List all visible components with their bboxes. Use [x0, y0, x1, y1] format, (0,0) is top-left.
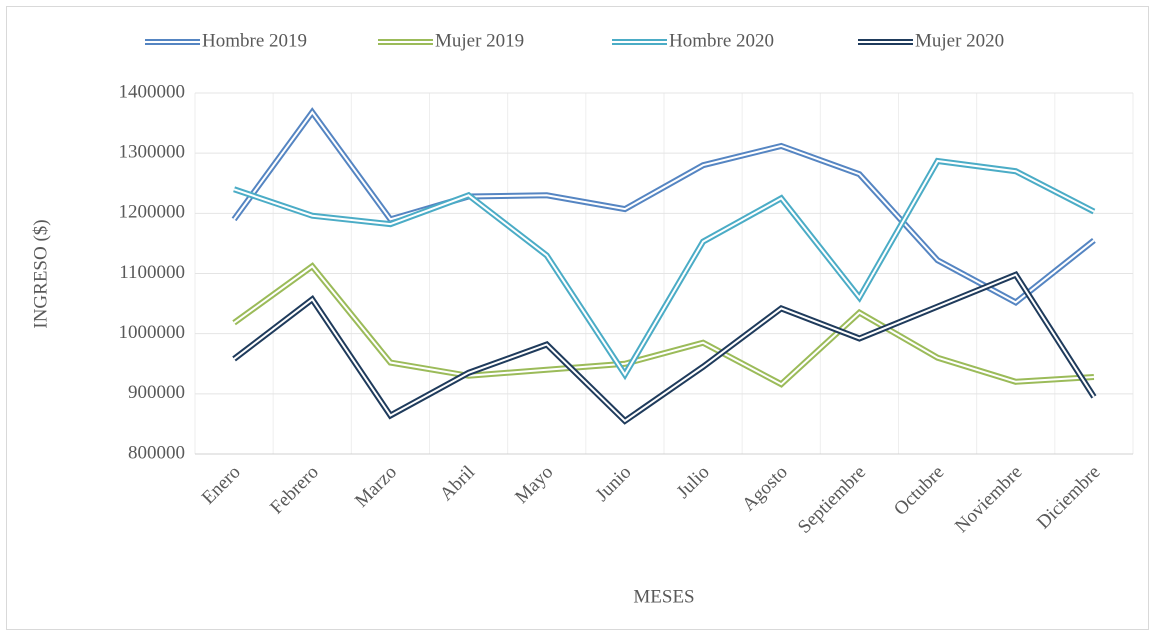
series-line-inner: [233, 159, 1095, 377]
y-tick-label: 1200000: [119, 202, 186, 223]
legend-label: Hombre 2020: [669, 30, 774, 51]
legend-label: Hombre 2019: [202, 30, 307, 51]
y-tick-label: 1100000: [119, 262, 185, 283]
y-tick-label: 800000: [128, 442, 185, 463]
y-tick-label: 1400000: [119, 81, 186, 102]
x-axis-title: MESES: [633, 586, 694, 607]
y-tick-label: 1000000: [119, 322, 186, 343]
legend-label: Mujer 2020: [915, 30, 1004, 51]
series-line-inner: [233, 273, 1095, 423]
y-tick-label: 900000: [128, 382, 185, 403]
series-line-inner: [233, 264, 1094, 386]
legend-label: Mujer 2019: [435, 30, 524, 51]
y-tick-label: 1300000: [119, 142, 186, 163]
series-line-inner: [233, 110, 1095, 304]
y-axis-title: INGRESO ($): [30, 219, 51, 328]
chart-border: [6, 6, 1149, 630]
